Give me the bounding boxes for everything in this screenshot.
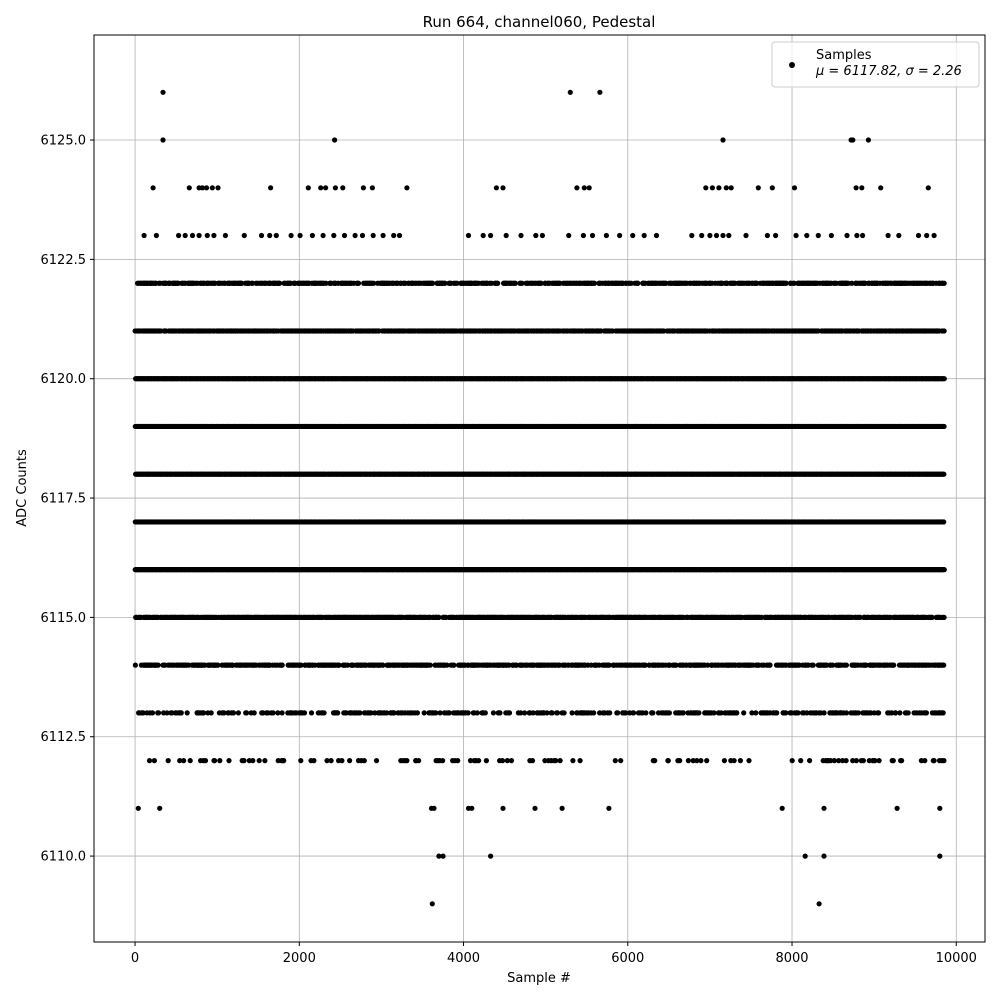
sample-point (941, 328, 947, 334)
sample-point (430, 280, 436, 286)
sample-point (791, 280, 797, 286)
sample-point (371, 280, 377, 286)
sample-point (783, 280, 789, 286)
sample-point (849, 280, 855, 286)
sample-point (323, 280, 329, 286)
sample-point (628, 280, 634, 286)
sample-point (941, 280, 947, 286)
sample-point (512, 280, 519, 286)
sample-point (538, 280, 544, 286)
sample-point (277, 280, 283, 286)
sample-point (249, 280, 256, 286)
sample-point (442, 280, 448, 286)
sample-point (635, 280, 641, 286)
sample-point (495, 280, 501, 286)
scatter-points (132, 89, 947, 907)
sample-point (519, 280, 525, 286)
sample-point (591, 280, 598, 286)
sample-point (239, 280, 245, 286)
sample-point (454, 280, 460, 286)
sample-point (941, 376, 947, 382)
sample-point (355, 280, 362, 286)
sample-point (941, 471, 947, 477)
sample-point (941, 423, 947, 430)
chart-title: Run 664, channel060, Pedestal (423, 13, 656, 31)
